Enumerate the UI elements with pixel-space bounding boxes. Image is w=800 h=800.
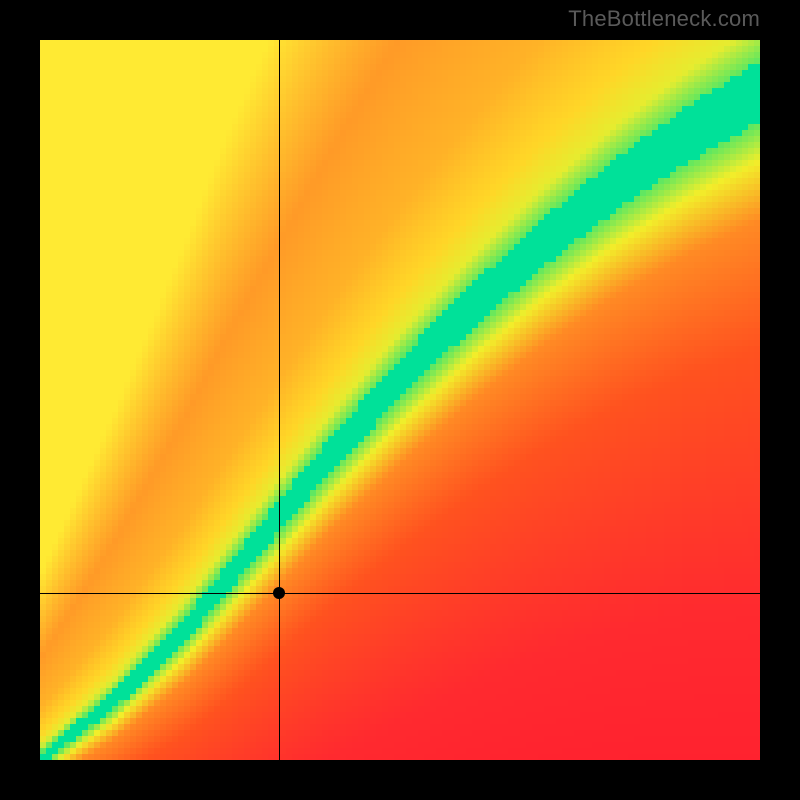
crosshair-horizontal <box>40 593 760 594</box>
crosshair-vertical <box>279 40 280 760</box>
heatmap-plot <box>40 40 760 760</box>
watermark-text: TheBottleneck.com <box>568 6 760 32</box>
marker-dot <box>273 587 285 599</box>
heatmap-canvas <box>40 40 760 760</box>
